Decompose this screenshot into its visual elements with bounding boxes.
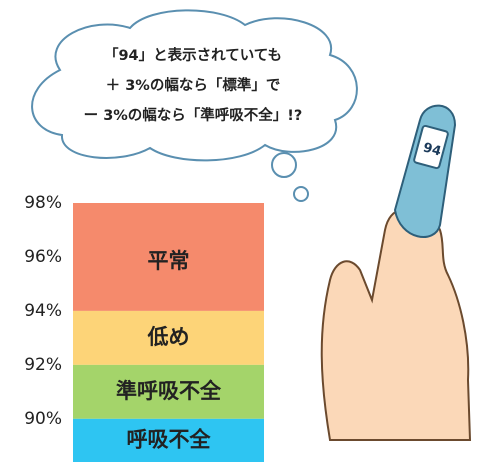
hand — [322, 106, 470, 440]
hand-shape — [322, 200, 470, 440]
thought-cloud — [32, 10, 357, 201]
annotation-line: ＋ 3%の幅なら「標準」で — [106, 76, 281, 94]
band-label: 準呼吸不全 — [116, 379, 222, 403]
band-label: 低め — [147, 325, 190, 349]
band-label: 平常 — [148, 249, 190, 273]
cloud-bubble — [294, 187, 308, 201]
y-tick-label: 92% — [24, 355, 62, 375]
band-label: 呼吸不全 — [127, 427, 212, 451]
annotation-line: ー 3%の幅なら「準呼吸不全」!? — [84, 106, 303, 124]
annotation-line: 「94」と表示されていても — [104, 46, 282, 64]
y-tick-label: 96% — [24, 247, 62, 267]
y-tick-label: 94% — [24, 301, 62, 321]
cloud-bubble — [272, 153, 296, 177]
chart: 94 「94」と表示されていても＋ 3%の幅なら「標準」でー 3%の幅なら「準呼… — [0, 0, 487, 464]
y-tick-label: 98% — [24, 193, 62, 213]
y-tick-label: 90% — [24, 409, 62, 429]
